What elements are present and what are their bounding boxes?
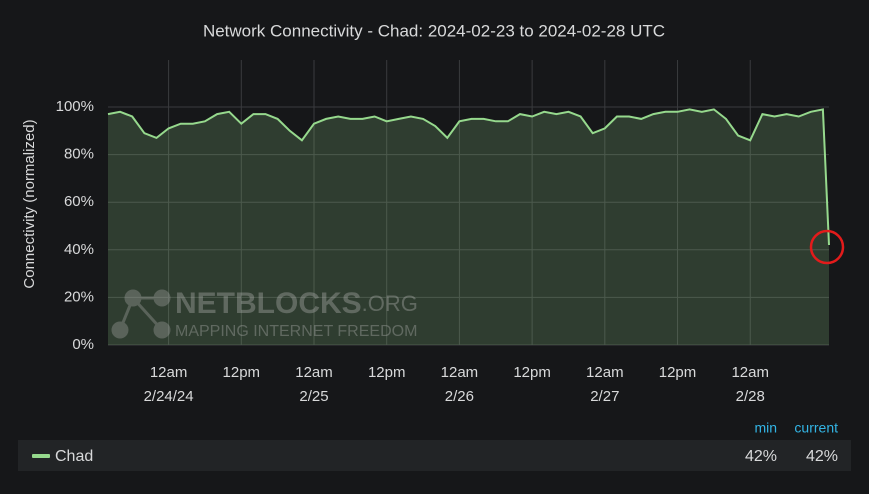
- x-tick-label: 12am: [731, 364, 769, 381]
- y-tick-label: 0%: [72, 336, 94, 353]
- y-tick-label: 20%: [64, 288, 94, 305]
- x-date-label: 2/28: [736, 388, 765, 405]
- x-tick-label: 12am: [586, 364, 624, 381]
- x-tick-label: 12am: [295, 364, 333, 381]
- chart-title: Network Connectivity - Chad: 2024-02-23 …: [203, 21, 665, 40]
- legend-row: [18, 440, 851, 471]
- y-tick-label: 60%: [64, 193, 94, 210]
- y-tick-label: 80%: [64, 146, 94, 163]
- legend-column[interactable]: current: [794, 420, 838, 436]
- y-tick-label: 100%: [56, 98, 94, 115]
- y-tick-label: 40%: [64, 241, 94, 258]
- legend-value: 42%: [806, 448, 838, 465]
- x-tick-label: 12pm: [368, 364, 406, 381]
- watermark-tagline: MAPPING INTERNET FREEDOM: [175, 323, 417, 340]
- x-tick-label: 12pm: [513, 364, 551, 381]
- y-axis-label: Connectivity (normalized): [21, 119, 38, 288]
- legend-value: 42%: [745, 448, 777, 465]
- x-date-label: 2/27: [590, 388, 619, 405]
- plot: 0% 20% 40% 60% 80% 100% 12am 12pm 12am 12pm 12am 12…: [56, 60, 845, 405]
- x-date-label: 2/25: [299, 388, 328, 405]
- x-tick-label: 12am: [441, 364, 479, 381]
- area: [108, 109, 829, 346]
- x-date-label: 2/26: [445, 388, 474, 405]
- watermark: NETBLOCKS.ORG MAPPING INTERNET FREEDOM: [111, 287, 418, 340]
- x-tick-label: 12pm: [223, 364, 261, 381]
- x-tick-label: 12am: [150, 364, 188, 381]
- legend-label[interactable]: Chad: [55, 448, 93, 465]
- line: [107, 108, 830, 246]
- watermark-name: NETBLOCKS.ORG: [175, 287, 418, 320]
- x-tick-label: 12pm: [659, 364, 697, 381]
- legend-swatch: [32, 454, 50, 458]
- highlight-circle: [809, 229, 845, 265]
- legend-column[interactable]: min: [754, 420, 777, 436]
- x-date-label: 2/24/24: [144, 388, 194, 405]
